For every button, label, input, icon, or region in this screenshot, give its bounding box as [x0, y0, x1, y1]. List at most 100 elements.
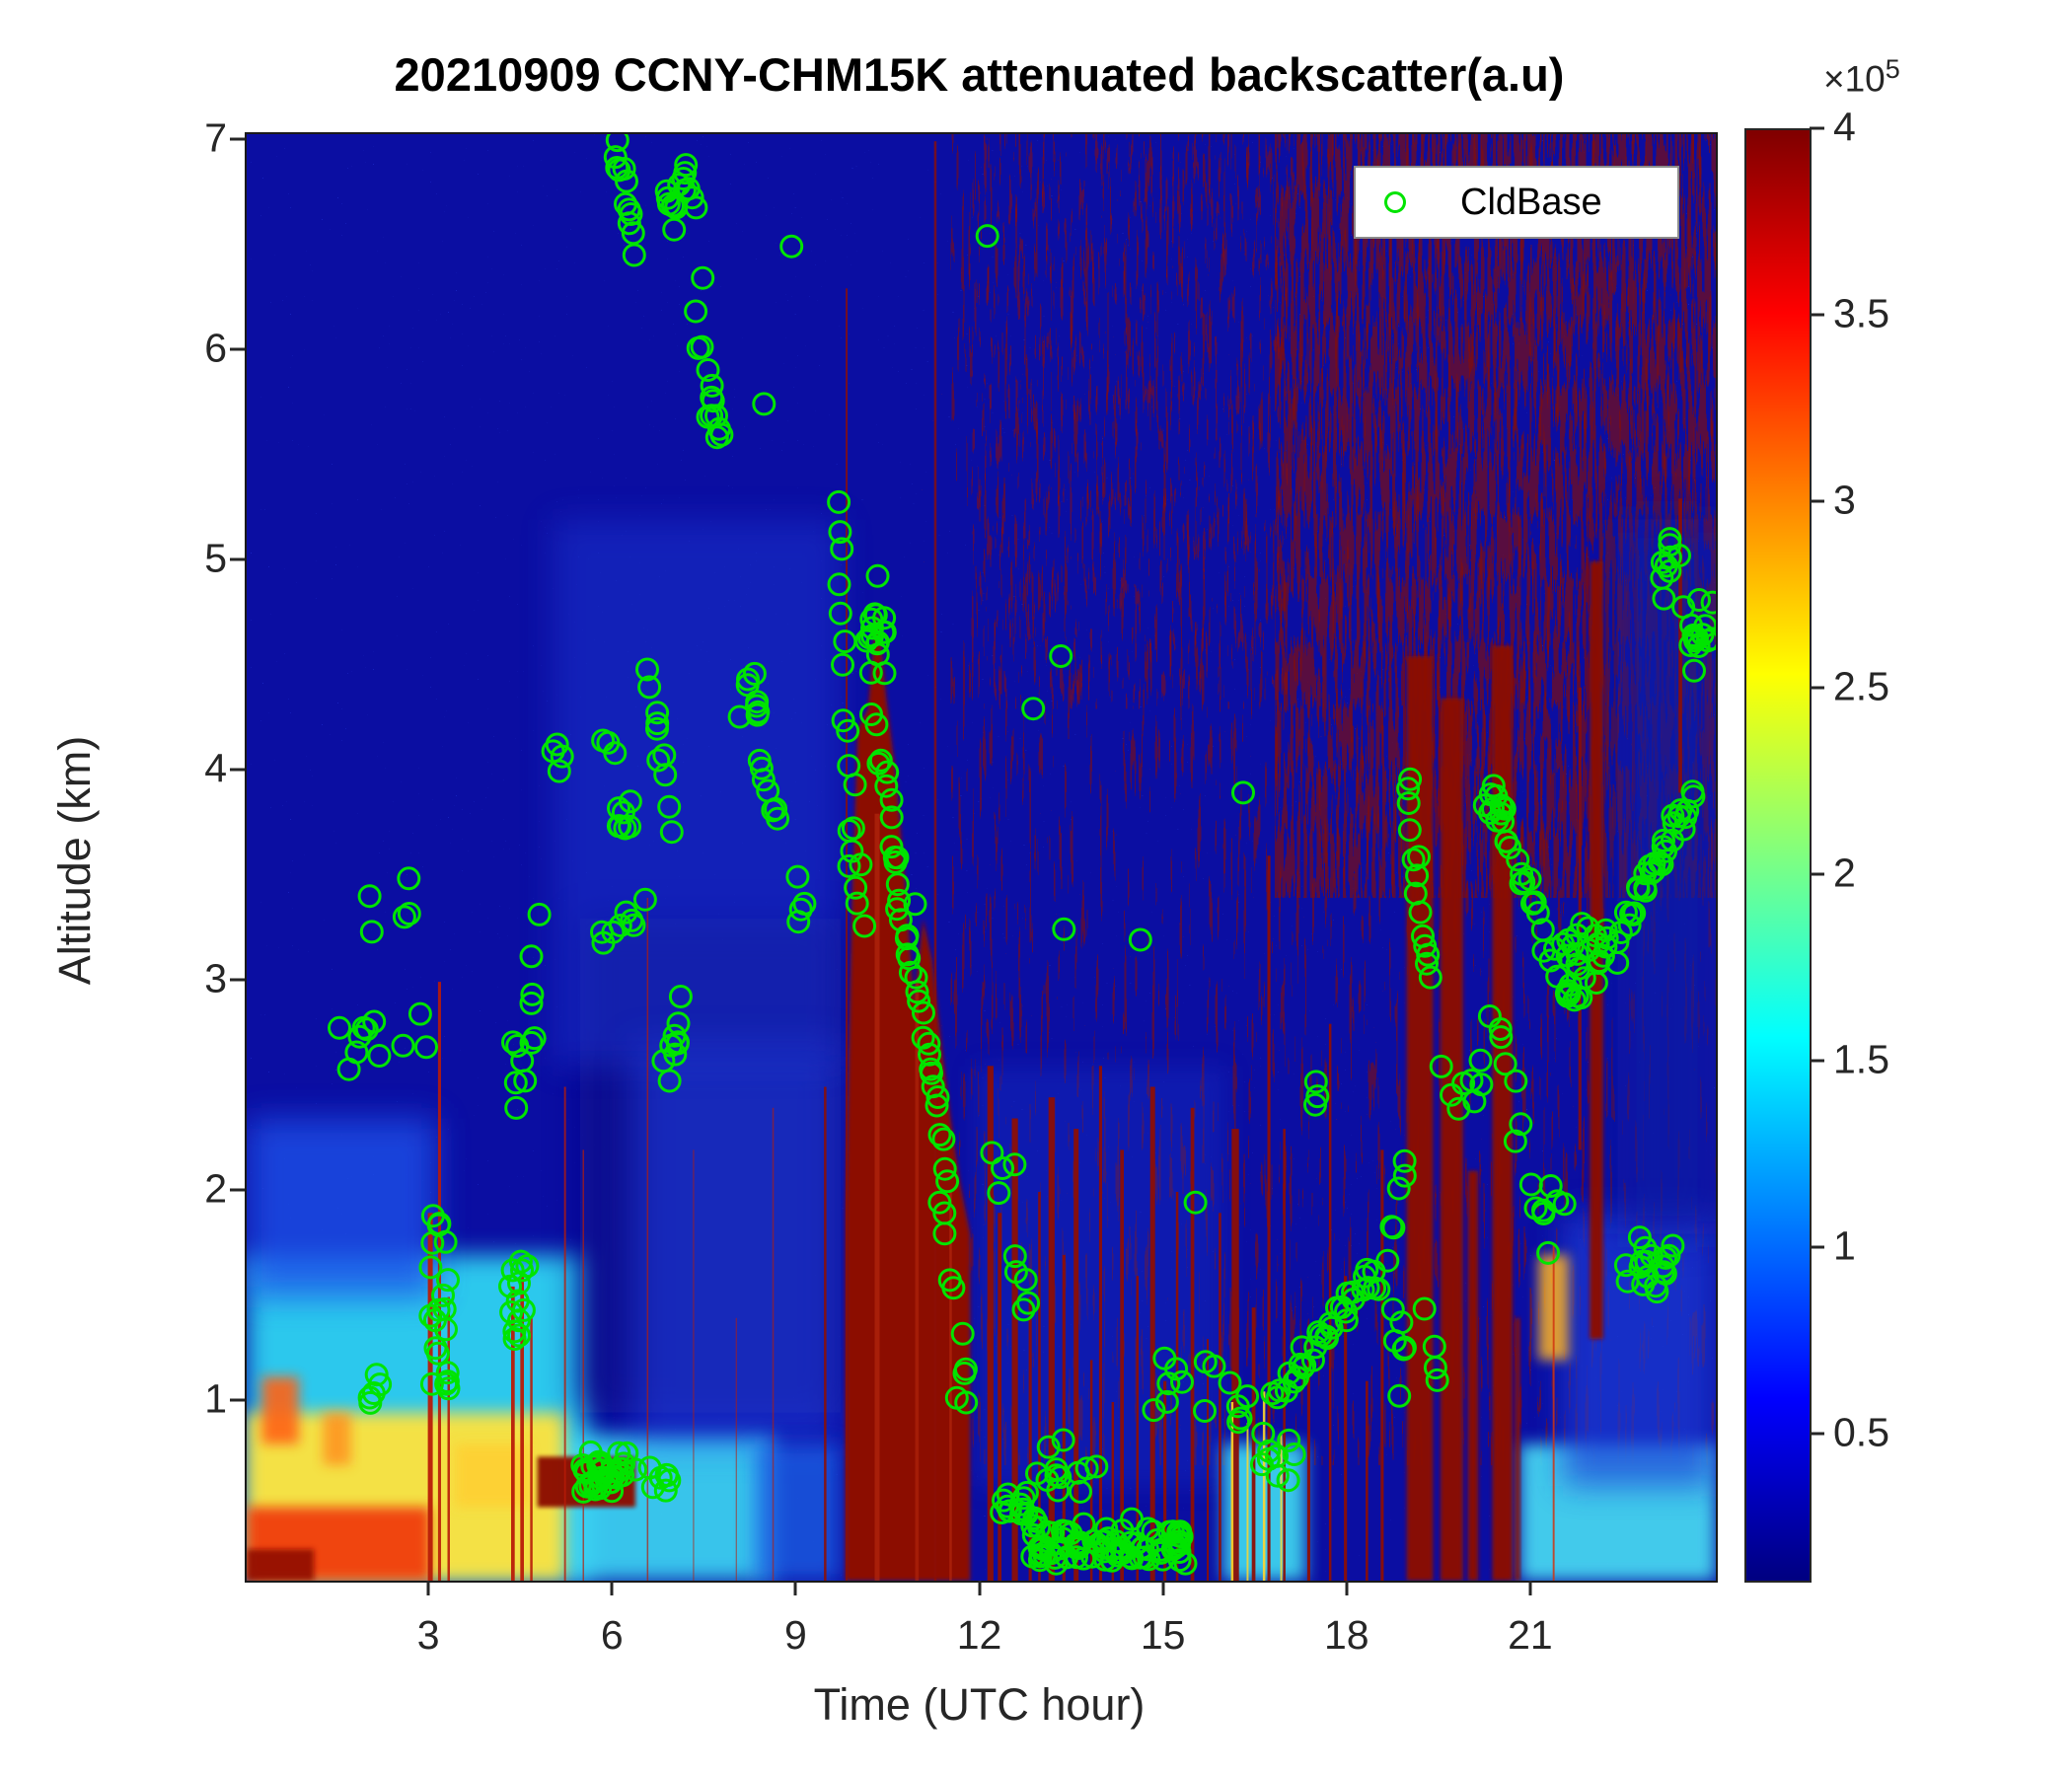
cldbase-marker [1648, 851, 1672, 875]
colorbar-tick-label: 1 [1833, 1222, 1856, 1269]
cldbase-marker [397, 902, 421, 925]
cldbase-marker [619, 202, 643, 226]
cldbase-marker [391, 1033, 415, 1058]
cldbase-marker [903, 892, 927, 917]
rain-streak [1163, 1380, 1167, 1581]
rain-streak [987, 1066, 994, 1581]
aerosol-field [754, 1443, 841, 1581]
cldbase-marker [527, 902, 552, 926]
cldbase-marker [1356, 1276, 1380, 1300]
colorbar-tick-mark [1810, 499, 1824, 503]
cldbase-marker [657, 794, 682, 819]
cldbase-marker [1381, 1216, 1406, 1240]
colorbar-tick-label: 3 [1833, 477, 1856, 523]
cldbase-marker [407, 1001, 432, 1026]
cldbase-marker [397, 866, 421, 891]
cldbase-marker [1170, 1369, 1194, 1394]
cldbase-marker [1558, 973, 1583, 998]
cldbase-marker [354, 1017, 379, 1042]
cldbase-marker [1008, 1492, 1033, 1517]
cldbase-marker [1489, 801, 1514, 826]
cldbase-marker [1493, 1052, 1517, 1076]
cldbase-marker [1303, 1092, 1327, 1117]
aerosol-field [247, 1118, 437, 1297]
cldbase-marker [1538, 948, 1563, 973]
cldbase-marker [827, 489, 851, 514]
cldbase-marker [845, 891, 869, 916]
heatmap-plot-area [245, 132, 1718, 1583]
cldbase-marker [751, 768, 776, 792]
cldbase-marker [1334, 1308, 1359, 1333]
cldbase-marker [935, 1169, 960, 1194]
cldbase-marker [1562, 988, 1587, 1012]
cldbase-marker [427, 1212, 452, 1236]
cldbase-marker [1593, 934, 1618, 959]
cloud-column [1406, 656, 1434, 1581]
cldbase-marker [1193, 1350, 1218, 1374]
colorbar-exponent-base: ×10 [1823, 58, 1886, 100]
cldbase-marker [591, 728, 616, 753]
colorbar-tick-mark [1810, 1245, 1824, 1249]
cldbase-legend-marker-icon [1384, 191, 1406, 213]
cldbase-marker [1591, 943, 1615, 968]
cldbase-marker [344, 1040, 369, 1065]
cldbase-marker [1572, 966, 1596, 991]
cldbase-marker [918, 1042, 941, 1067]
cldbase-marker [895, 942, 920, 967]
aerosol-field [247, 1549, 315, 1581]
cloud-column [1467, 1170, 1479, 1581]
cldbase-marker [657, 1069, 682, 1093]
cldbase-marker [668, 985, 693, 1008]
cldbase-marker [1049, 644, 1073, 668]
y-tick-label: 1 [204, 1375, 227, 1422]
y-tick-mark [230, 1398, 245, 1402]
cldbase-marker [1679, 613, 1704, 637]
cldbase-marker [1525, 901, 1550, 925]
cldbase-marker [599, 1459, 624, 1484]
cldbase-marker [1556, 927, 1581, 952]
x-tick-label: 18 [1323, 1612, 1369, 1658]
rain-streak [1219, 1213, 1221, 1581]
cldbase-marker [624, 1457, 648, 1482]
cldbase-marker [950, 1321, 975, 1346]
cldbase-marker [1506, 848, 1530, 872]
aerosol-field [553, 519, 841, 1067]
cldbase-marker [1667, 544, 1691, 567]
cldbase-marker [1069, 1479, 1092, 1504]
rain-streak [1038, 1192, 1041, 1581]
cldbase-marker [357, 884, 382, 909]
x-tick-mark [978, 1581, 981, 1595]
cldbase-marker [659, 1033, 684, 1058]
cldbase-marker [499, 1300, 524, 1324]
cldbase-marker [931, 1127, 956, 1151]
rain-streak [1366, 1380, 1369, 1581]
cldbase-marker [1003, 1260, 1028, 1285]
rain-streak [1306, 1360, 1310, 1581]
cldbase-marker [1051, 1428, 1075, 1452]
rain-streak [1120, 1149, 1124, 1581]
rain-streak [1280, 1433, 1283, 1581]
y-tick-label: 6 [204, 325, 227, 371]
cldbase-marker [852, 914, 877, 938]
cldbase-marker [519, 991, 544, 1015]
cldbase-marker [841, 816, 865, 841]
cldbase-marker [1605, 950, 1630, 975]
cldbase-marker [1020, 1544, 1045, 1569]
cldbase-marker [859, 607, 884, 631]
x-tick-label: 12 [956, 1612, 1002, 1658]
cldbase-marker [1218, 1370, 1242, 1395]
legend-label: CldBase [1460, 181, 1602, 223]
cldbase-marker [792, 891, 817, 916]
cldbase-marker [885, 872, 910, 897]
rain-streak [1028, 1296, 1032, 1581]
rain-streak [1062, 1254, 1066, 1581]
cldbase-marker [364, 1363, 389, 1387]
rain-streak [735, 1317, 737, 1581]
cldbase-marker [1021, 697, 1046, 721]
cldbase-marker [622, 243, 646, 267]
cldbase-marker [637, 675, 662, 700]
cldbase-marker [507, 1271, 531, 1295]
cldbase-marker [1552, 1192, 1577, 1217]
cldbase-marker [1462, 1089, 1487, 1114]
cldbase-marker [420, 1204, 445, 1228]
